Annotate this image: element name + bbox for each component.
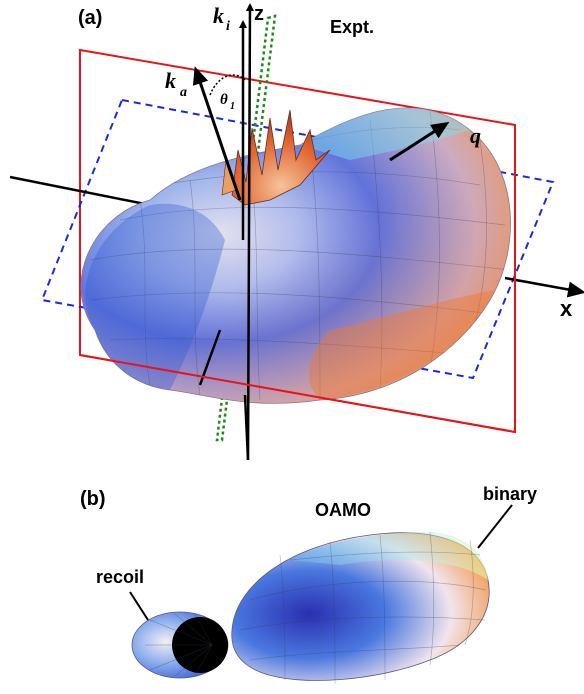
theta-sub-label: 1 <box>230 101 235 112</box>
ka-label: k <box>165 68 176 93</box>
q-vector <box>389 121 450 162</box>
green-dotted-plane <box>215 14 277 442</box>
x-axis-left <box>9 175 151 207</box>
panel-b: (b) OAMO binary recoil <box>80 484 537 685</box>
binary-leader-line <box>477 504 513 549</box>
panel-b-label: (b) <box>80 488 106 510</box>
panel-b-title: OAMO <box>315 500 371 520</box>
theta-label: θ <box>220 92 228 108</box>
z-axis-lower <box>243 394 250 461</box>
q-label: q <box>470 123 481 148</box>
recoil-lobe <box>131 611 229 679</box>
expt-lobe <box>80 107 511 404</box>
recoil-leader-line <box>129 591 149 621</box>
recoil-label: recoil <box>96 567 144 587</box>
ka-sub-label: a <box>180 85 187 100</box>
ki-label: k <box>213 3 224 28</box>
x-axis-label: x <box>560 296 573 321</box>
theta-arc <box>209 74 246 96</box>
binary-label: binary <box>483 484 537 504</box>
panel-a-label: (a) <box>78 7 102 29</box>
panel-a: (a) Expt. z x k i k a q θ 1 <box>9 3 584 461</box>
ki-sub-label: i <box>226 19 230 34</box>
z-axis-label: z <box>254 3 264 25</box>
x-axis-right <box>504 276 584 298</box>
panel-a-title: Expt. <box>330 17 374 37</box>
ka-vector <box>192 66 242 201</box>
binary-lobe <box>231 531 490 685</box>
